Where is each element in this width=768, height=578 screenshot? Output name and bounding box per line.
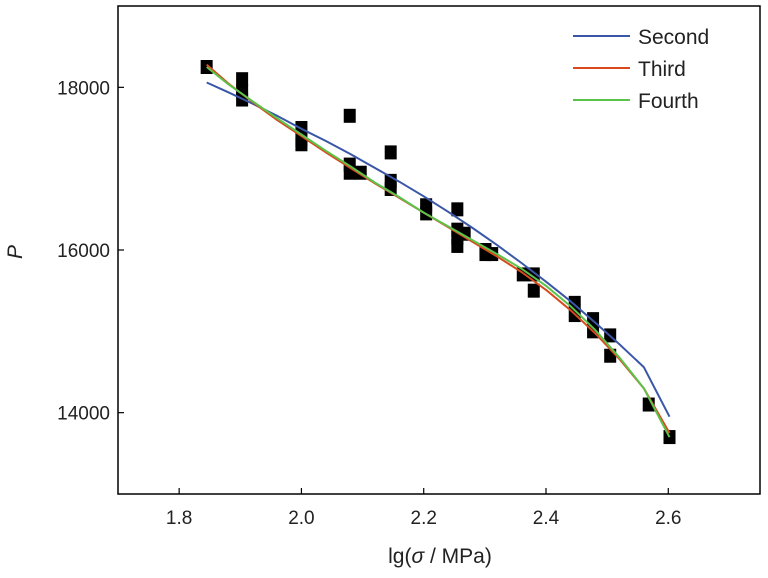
x-axis-title-symbol: σ: [411, 545, 425, 568]
y-tick-label: 18000: [57, 78, 110, 99]
x-axis-title: lg(σ / MPa): [388, 545, 492, 568]
y-tick-label: 16000: [57, 241, 110, 262]
y-tick-label: 14000: [57, 404, 110, 425]
x-tick-label: 2.4: [533, 508, 560, 529]
legend-label-fourth: Fourth: [638, 90, 699, 113]
x-axis-title-prefix: lg(: [388, 545, 411, 568]
series-line-second: [206, 81, 671, 418]
series-line-fourth: [206, 66, 671, 438]
legend-label-second: Second: [638, 26, 709, 49]
data-point: [527, 283, 540, 298]
legend: Second Third Fourth: [573, 26, 709, 113]
scatter-points: [200, 60, 676, 445]
x-tick-label: 1.8: [166, 508, 192, 529]
x-tick-label: 2.6: [655, 508, 681, 529]
data-point: [384, 145, 397, 160]
data-point: [384, 182, 397, 196]
data-point: [451, 202, 464, 217]
x-axis-title-suffix: / MPa): [424, 545, 492, 568]
x-tick-label: 2.2: [411, 508, 437, 529]
legend-label-third: Third: [638, 58, 686, 81]
data-point: [295, 137, 308, 152]
data-point: [451, 238, 464, 253]
series-line-third: [206, 63, 671, 434]
y-axis-title: P: [4, 245, 27, 259]
data-point: [236, 72, 249, 87]
x-axis: 1.8 2.0 2.2 2.4 2.6: [166, 488, 681, 529]
data-point: [343, 108, 356, 123]
fit-lines: [206, 63, 671, 438]
x-tick-label: 2.0: [288, 508, 314, 529]
y-axis: 14000 16000 18000: [57, 78, 124, 425]
